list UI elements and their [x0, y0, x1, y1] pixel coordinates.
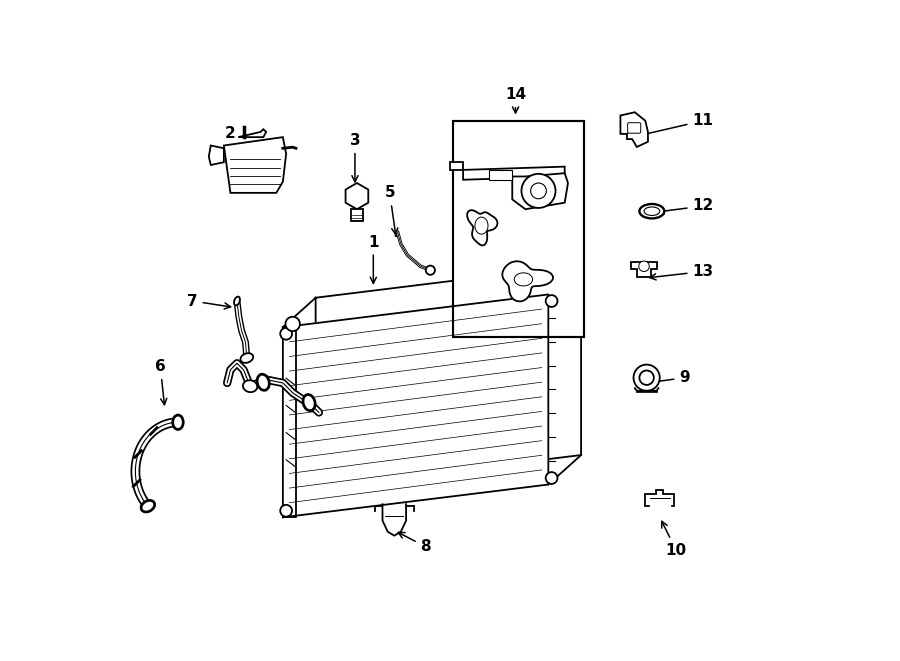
Circle shape: [634, 365, 660, 391]
Ellipse shape: [141, 500, 155, 512]
Polygon shape: [620, 112, 648, 147]
Polygon shape: [450, 162, 464, 170]
Circle shape: [545, 295, 557, 307]
Circle shape: [426, 266, 435, 275]
Text: 16: 16: [529, 290, 558, 332]
Ellipse shape: [257, 374, 269, 391]
Text: 1: 1: [368, 235, 379, 284]
Polygon shape: [283, 327, 296, 518]
Text: 12: 12: [658, 198, 714, 214]
Polygon shape: [467, 210, 498, 245]
Circle shape: [521, 174, 555, 208]
Ellipse shape: [234, 297, 240, 305]
Circle shape: [639, 370, 653, 385]
Text: 15: 15: [465, 237, 487, 279]
Polygon shape: [490, 170, 512, 180]
Circle shape: [280, 505, 292, 517]
Ellipse shape: [303, 395, 315, 410]
Text: 11: 11: [636, 113, 714, 137]
Circle shape: [531, 183, 546, 199]
Polygon shape: [514, 273, 533, 286]
Ellipse shape: [173, 415, 184, 430]
FancyBboxPatch shape: [454, 121, 584, 337]
Polygon shape: [224, 137, 286, 193]
Polygon shape: [316, 265, 581, 488]
Ellipse shape: [240, 353, 253, 363]
Circle shape: [280, 328, 292, 340]
Polygon shape: [283, 294, 548, 518]
Text: 3: 3: [349, 133, 360, 182]
Text: 14: 14: [505, 87, 526, 113]
Circle shape: [545, 472, 557, 484]
Polygon shape: [475, 217, 488, 234]
Text: 8: 8: [399, 533, 431, 555]
FancyBboxPatch shape: [351, 210, 363, 221]
Polygon shape: [464, 167, 564, 180]
Ellipse shape: [243, 380, 257, 392]
Circle shape: [285, 317, 300, 331]
Polygon shape: [502, 261, 553, 301]
Polygon shape: [209, 145, 224, 165]
Polygon shape: [650, 498, 670, 506]
Text: 7: 7: [187, 293, 230, 309]
Polygon shape: [238, 130, 266, 137]
Ellipse shape: [644, 207, 660, 215]
Text: 2: 2: [225, 126, 238, 172]
Polygon shape: [631, 262, 657, 277]
FancyBboxPatch shape: [627, 123, 641, 134]
Polygon shape: [512, 173, 568, 210]
Circle shape: [639, 261, 649, 272]
Text: 5: 5: [384, 185, 398, 234]
Text: 9: 9: [651, 370, 690, 385]
Polygon shape: [645, 490, 674, 506]
Text: 4: 4: [317, 410, 330, 459]
Text: 10: 10: [662, 522, 687, 558]
Text: 6: 6: [155, 359, 166, 405]
Polygon shape: [346, 183, 368, 210]
Ellipse shape: [639, 204, 664, 218]
Text: 13: 13: [650, 264, 714, 280]
